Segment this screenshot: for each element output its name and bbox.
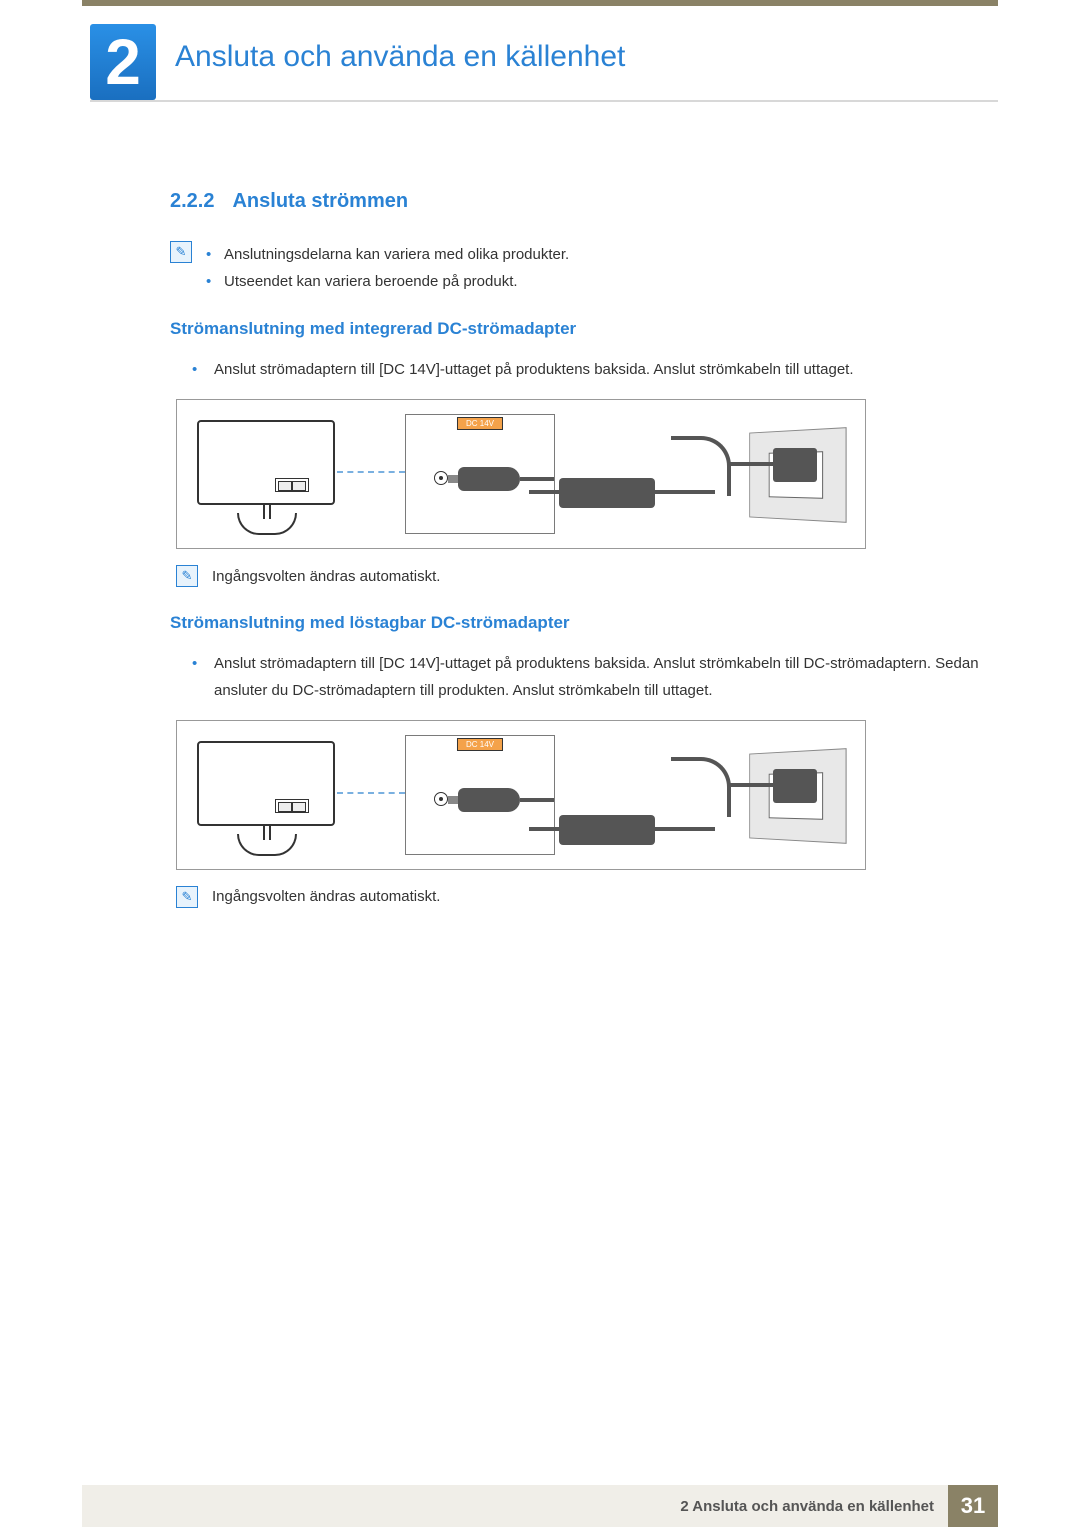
wall-plug-icon <box>773 448 817 482</box>
note-item: Anslutningsdelarna kan variera med olika… <box>206 241 569 268</box>
dc-port-zoom: DC 14V <box>405 735 555 855</box>
section-title: Ansluta strömmen <box>232 190 408 212</box>
note-text: Ingångsvolten ändras automatiskt. <box>212 888 440 905</box>
general-note-block: ✎ Anslutningsdelarna kan variera med oli… <box>170 241 998 295</box>
subsection2-steps: Anslut strömadaptern till [DC 14V]-uttag… <box>192 651 998 704</box>
ports-icon <box>275 478 309 492</box>
note-text: Ingångsvolten ändras automatiskt. <box>212 568 440 585</box>
dc-jack-icon <box>434 471 448 485</box>
dc-label: DC 14V <box>457 738 503 751</box>
monitor-illustration <box>197 741 337 856</box>
chapter-title: Ansluta och använda en källenhet <box>175 40 625 74</box>
step-item: Anslut strömadaptern till [DC 14V]-uttag… <box>192 651 998 704</box>
chapter-number: 2 <box>105 30 141 94</box>
ports-icon <box>275 799 309 813</box>
note-list: Anslutningsdelarna kan variera med olika… <box>206 241 569 295</box>
subsection2-heading: Strömanslutning med löstagbar DC-strömad… <box>170 613 998 633</box>
note-icon: ✎ <box>176 886 198 908</box>
cable-icon <box>671 436 731 496</box>
adapter-brick-icon <box>559 815 655 845</box>
footer-page-number: 31 <box>948 1485 998 1527</box>
page-footer: 2 Ansluta och använda en källenhet 31 <box>82 1485 998 1527</box>
dc-plug-icon <box>458 467 520 491</box>
dc-port-zoom: DC 14V <box>405 414 555 534</box>
dc-plug-icon <box>458 788 520 812</box>
dc-jack-icon <box>434 792 448 806</box>
subsection1-note: ✎ Ingångsvolten ändras automatiskt. <box>176 565 998 587</box>
step-item: Anslut strömadaptern till [DC 14V]-uttag… <box>192 357 998 383</box>
chapter-underline <box>90 100 998 102</box>
subsection1-steps: Anslut strömadaptern till [DC 14V]-uttag… <box>192 357 998 383</box>
zoom-dash-line <box>337 471 405 473</box>
dc-label: DC 14V <box>457 417 503 430</box>
note-icon: ✎ <box>176 565 198 587</box>
diagram-removable-adapter: DC 14V <box>176 720 866 870</box>
note-item: Utseendet kan variera beroende på produk… <box>206 268 569 295</box>
section-number: 2.2.2 <box>170 190 214 212</box>
note-icon: ✎ <box>170 241 192 263</box>
adapter-brick-icon <box>559 478 655 508</box>
footer-label: 2 Ansluta och använda en källenhet <box>680 1485 948 1527</box>
wall-plug-icon <box>773 769 817 803</box>
cable-icon <box>671 757 731 817</box>
section-heading: 2.2.2 Ansluta strömmen <box>170 190 998 213</box>
monitor-illustration <box>197 420 337 535</box>
diagram-integrated-adapter: DC 14V <box>176 399 866 549</box>
subsection2-note: ✎ Ingångsvolten ändras automatiskt. <box>176 886 998 908</box>
content-area: 2.2.2 Ansluta strömmen ✎ Anslutningsdelar… <box>170 190 998 934</box>
chapter-badge: 2 <box>90 24 156 100</box>
top-accent-bar <box>82 0 998 6</box>
subsection1-heading: Strömanslutning med integrerad DC-ströma… <box>170 319 998 339</box>
zoom-dash-line <box>337 792 405 794</box>
